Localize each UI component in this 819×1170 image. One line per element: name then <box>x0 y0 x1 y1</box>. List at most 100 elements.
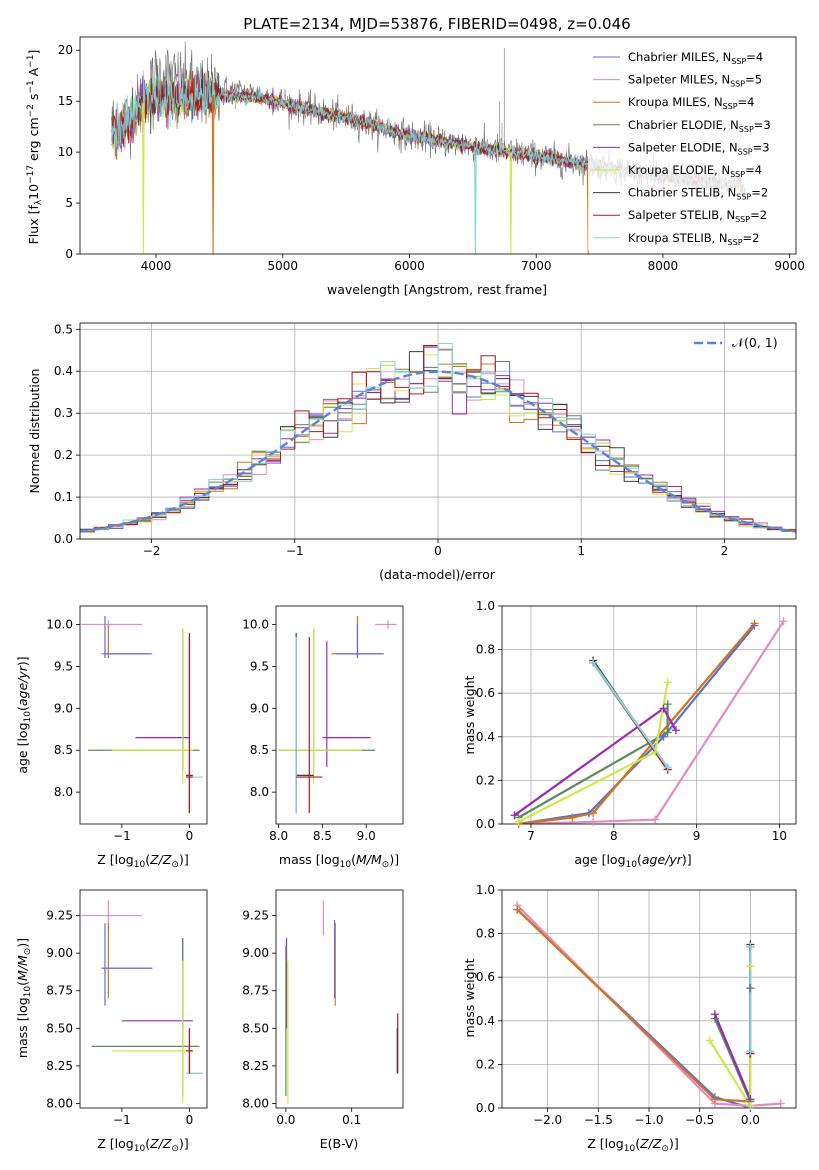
age-weight-marker-chabrier-elodie <box>663 728 672 737</box>
z-weight-marker-kroupa-stelib <box>746 1047 755 1056</box>
age-weight-tick-label-y: 0.8 <box>476 643 495 657</box>
z-age-tick-label-x: −1 <box>113 829 131 843</box>
spectrum-tick-label-y: 20 <box>58 43 73 57</box>
age-weight-ylabel: mass weight <box>462 675 477 754</box>
spectrum-legend: Chabrier MILES, NSSP=4 Salpeter MILES, NS… <box>588 44 790 250</box>
ebv-mass-tick-label-y: 9.00 <box>242 946 269 960</box>
z-mass-tick-label-y: 8.25 <box>46 1059 73 1073</box>
age-weight-series-kroupa-miles <box>518 622 756 824</box>
z-age-xlabel: Z [log10(Z/Z⊙)] <box>97 852 188 870</box>
age-weight-marker-chabrier-miles <box>659 732 668 741</box>
residuals-tick-label-x: −1 <box>286 544 304 558</box>
z-weight-marker-chabrier-elodie <box>746 984 755 993</box>
z-age-tick-label-y: 8.0 <box>54 785 73 799</box>
spectrum-tick-label-x: 5000 <box>267 259 298 273</box>
age-weight-frame <box>501 605 797 825</box>
residuals-tick-label-y: 0.3 <box>54 406 73 420</box>
z-mass-tick-label-y: 8.75 <box>46 984 73 998</box>
z-weight-tick-label-y: 0.2 <box>476 1057 495 1071</box>
z-weight-ylabel: mass weight <box>462 958 477 1037</box>
normal-curve <box>80 370 796 533</box>
age-weight-marker-salpeter-miles <box>651 815 660 824</box>
mass-age-plot-area <box>278 616 397 814</box>
ebv-mass-tick-label-y: 8.50 <box>242 1021 269 1035</box>
z-weight-tick-label-y: 0.0 <box>476 1101 495 1115</box>
spectrum-tick-label-x: 9000 <box>774 259 805 273</box>
age-weight-panel: 7 8 9 10 0.0 0.2 0.4 0.6 0.8 1.0 <box>476 599 797 843</box>
z-age-plot-area <box>81 616 203 814</box>
z-weight-tick-label-x: −1.0 <box>634 1113 663 1127</box>
age-weight-marker-kroupa-elodie <box>514 817 523 826</box>
age-weight-marker-salpeter-elodie <box>510 811 519 820</box>
z-weight-marker-kroupa-stelib <box>746 942 755 951</box>
z-weight-marker-kroupa-elodie <box>705 1036 714 1045</box>
z-weight-xlabel: Z [log10(Z/Z⊙)] <box>587 1136 678 1154</box>
age-weight-tick-label-x: 9 <box>693 829 701 843</box>
legend-label-kroupa-elodie: Kroupa ELODIE, NSSP=4 <box>628 163 762 179</box>
z-weight-marker-salpeter-miles <box>776 1099 785 1108</box>
age-weight-marker-kroupa-stelib <box>663 763 672 772</box>
ebv-mass-panel: 0.0 0.1 8.00 8.25 8.50 8.75 9.00 9.25 <box>242 889 404 1127</box>
mass-age-tick-label-x: 9.0 <box>357 829 376 843</box>
z-weight-series-salpeter-elodie <box>713 1013 752 1100</box>
legend-label-salpeter-miles: Salpeter MILES, NSSP=5 <box>628 73 762 89</box>
age-weight-tick-label-y: 0.6 <box>476 686 495 700</box>
age-weight-marker-salpeter-miles <box>589 817 598 826</box>
legend-label-kroupa-stelib: Kroupa STELIB, NSSP=2 <box>628 231 759 247</box>
age-weight-tick-label-x: 8 <box>610 829 618 843</box>
residuals-tick-label-x: 2 <box>721 544 729 558</box>
residuals-panel: −2 −1 0 1 2 0.0 0.1 0.2 0.3 0.4 0.5 𝒩(0, 1) <box>54 322 797 558</box>
residuals-tick-label-y: 0.5 <box>54 322 73 336</box>
mass-age-tick-label-y: 9.5 <box>250 659 269 673</box>
residuals-plot-area <box>80 343 796 534</box>
ebv-mass-tick-label-y: 8.25 <box>242 1059 269 1073</box>
legend-label-chabrier-stelib: Chabrier STELIB, NSSP=2 <box>628 186 768 202</box>
spectrum-ylabel: Flux [fλ10−17 erg cm−2 s−1 A−1] <box>26 50 44 245</box>
z-weight-marker-kroupa-miles <box>710 1095 719 1104</box>
spectrum-model-dropout <box>142 103 145 254</box>
mass-age-tick-label-y: 8.0 <box>250 785 269 799</box>
age-weight-tick-label-y: 0.4 <box>476 730 495 744</box>
z-weight-tick-label-y: 1.0 <box>476 883 495 897</box>
z-weight-tick-label-x: 0.0 <box>741 1113 760 1127</box>
mass-age-tick-label-y: 9.0 <box>250 701 269 715</box>
spectrum-tick-label-y: 5 <box>65 196 73 210</box>
age-weight-tick-label-y: 0.2 <box>476 773 495 787</box>
mass-age-frame <box>275 605 404 825</box>
age-weight-marker-kroupa-elodie <box>651 748 660 757</box>
spectrum-tick-label-x: 7000 <box>521 259 552 273</box>
z-mass-panel: −1 0 8.00 8.25 8.50 8.75 9.00 9.25 <box>46 889 208 1127</box>
z-weight-tick-label-y: 0.8 <box>476 927 495 941</box>
figure-title: PLATE=2134, MJD=53876, FIBERID=0498, z=0… <box>243 15 630 33</box>
residuals-ylabel: Normed distribution <box>27 369 42 494</box>
age-weight-marker-kroupa-elodie <box>663 678 672 687</box>
age-weight-series-salpeter-miles <box>518 620 785 824</box>
ebv-mass-plot-area <box>285 900 399 1104</box>
z-mass-plot-area <box>81 900 203 1104</box>
z-age-tick-label-y: 9.0 <box>54 701 73 715</box>
age-weight-marker-salpeter-miles <box>779 617 788 626</box>
legend-label-salpeter-stelib: Salpeter STELIB, NSSP=2 <box>628 208 767 224</box>
ebv-mass-tick-label-y: 8.75 <box>242 984 269 998</box>
z-mass-xlabel: Z [log10(Z/Z⊙)] <box>97 1136 188 1154</box>
age-weight-marker-salpeter-elodie <box>671 726 680 735</box>
ebv-mass-tick-label-y: 9.25 <box>242 909 269 923</box>
age-weight-tick-label-x: 10 <box>772 829 787 843</box>
age-weight-marker-salpeter-elodie <box>659 704 668 713</box>
mass-age-panel: 8.0 8.5 9.0 8.0 8.5 9.0 9.5 10.0 <box>242 605 404 843</box>
z-age-tick-label-y: 8.5 <box>54 743 73 757</box>
z-age-tick-label-x: 0 <box>186 829 194 843</box>
z-mass-ylabel: mass [log10(M/M⊙)] <box>15 938 33 1058</box>
age-weight-tick-label-y: 1.0 <box>476 599 495 613</box>
mass-age-tick-label-x: 8.5 <box>313 829 332 843</box>
z-weight-marker-kroupa-elodie <box>746 962 755 971</box>
z-mass-tick-label-x: −1 <box>113 1113 131 1127</box>
z-weight-marker-salpeter-elodie <box>710 1010 719 1019</box>
ebv-mass-tick-label-x: 0.1 <box>342 1113 361 1127</box>
residuals-tick-label-x: 0 <box>434 544 442 558</box>
spectrum-panel: 4000 5000 6000 7000 8000 9000 0 5 10 15 20 Chabrier… <box>58 36 805 273</box>
mass-age-tick-label-y: 10.0 <box>242 617 269 631</box>
z-age-tick-label-y: 10.0 <box>46 617 73 631</box>
residuals-tick-label-y: 0.2 <box>54 448 73 462</box>
z-weight-marker-kroupa-elodie <box>746 1101 755 1110</box>
